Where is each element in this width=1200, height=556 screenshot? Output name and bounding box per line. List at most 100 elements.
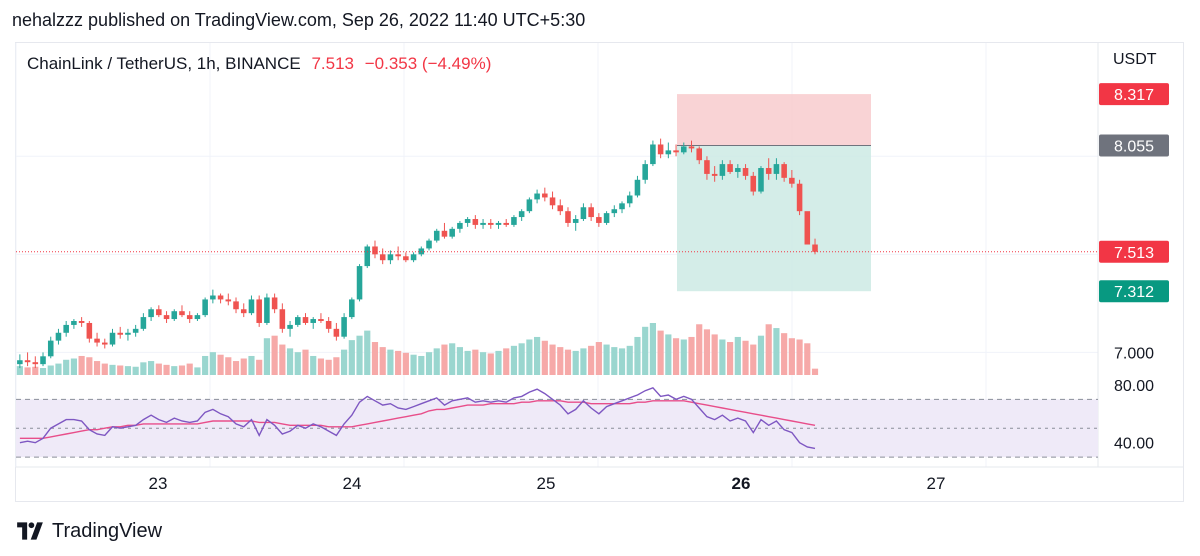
volume-bar: [132, 366, 139, 375]
position-zones[interactable]: [677, 94, 871, 292]
candle-body: [673, 150, 679, 153]
candle-body: [603, 213, 610, 223]
candle-body: [179, 311, 185, 316]
candle-body: [464, 219, 471, 223]
tradingview-logo-icon: [17, 522, 43, 540]
volume-bar: [171, 366, 178, 375]
volume-bar: [603, 344, 610, 375]
time-axis-label: 27: [927, 474, 946, 493]
volume-bar: [642, 326, 649, 375]
volume-bar: [124, 366, 132, 375]
volume-bar: [472, 349, 479, 375]
volume-bar: [788, 338, 795, 375]
candle-body: [140, 317, 147, 329]
volume-bar: [410, 354, 417, 375]
volume-bar: [734, 336, 741, 375]
candle-body: [804, 211, 811, 245]
candle-body: [132, 328, 139, 333]
price-tag-last: [1099, 240, 1169, 263]
candle-body: [588, 207, 594, 218]
candle-body: [758, 168, 764, 192]
volume-bar: [564, 349, 572, 375]
volume-bar: [750, 344, 757, 375]
price-tag-stop: [1099, 83, 1169, 106]
volume-bar: [317, 358, 325, 375]
volume-bar: [418, 355, 425, 375]
candle-body: [711, 173, 718, 176]
tradingview-brand[interactable]: TradingView: [14, 518, 162, 544]
candle-body: [163, 315, 170, 320]
volume-bar: [163, 364, 170, 375]
volume-bar: [425, 352, 433, 375]
candle-body: [765, 168, 772, 174]
candle-body: [650, 144, 656, 165]
volume-bar: [24, 367, 31, 375]
candle-body: [488, 222, 494, 225]
candle-body: [681, 146, 687, 153]
volume-bar: [495, 350, 502, 375]
candle-body: [727, 164, 733, 172]
candle-body: [295, 317, 301, 325]
candle-body: [495, 222, 502, 225]
volume-bar: [588, 345, 595, 375]
volume-bar: [286, 348, 294, 375]
volume-bar: [464, 350, 471, 375]
rsi-moving-average-line: [19, 400, 816, 439]
candle-body: [256, 299, 262, 323]
volume-bar: [194, 367, 201, 375]
volume-bar: [148, 361, 155, 375]
candle-body: [356, 266, 363, 300]
volume-bar: [209, 352, 216, 375]
volume-bar: [657, 330, 664, 375]
volume-bar: [534, 336, 541, 375]
candle-body: [148, 309, 154, 318]
candle-body: [596, 217, 602, 223]
volume-bar: [773, 328, 780, 375]
volume-bar: [541, 340, 548, 375]
candle-body: [186, 315, 193, 320]
volume-bar: [487, 353, 494, 375]
volume-bar: [441, 344, 448, 375]
volume-bar: [341, 349, 348, 375]
volume-bar: [379, 347, 386, 375]
price-tag-entry: [1099, 134, 1169, 157]
volume-bar: [518, 343, 525, 375]
volume-bar: [225, 357, 232, 375]
volume-bar: [78, 355, 85, 375]
candle-body: [812, 244, 818, 252]
time-axis-label: 25: [537, 474, 556, 493]
candle-body: [302, 317, 309, 323]
price-tag-label-target: 7.312: [1114, 284, 1154, 301]
volume-bar: [526, 339, 533, 375]
candle-body: [634, 179, 641, 196]
candle-body: [480, 222, 486, 225]
candle-body: [217, 295, 224, 300]
volume-bar: [371, 342, 379, 375]
volume-bar: [742, 340, 749, 375]
candle-body: [271, 297, 278, 310]
candle-body: [24, 360, 31, 363]
candle-body: [240, 309, 247, 314]
volume-bar: [55, 363, 62, 375]
volume-bar: [232, 361, 240, 375]
candle-body: [225, 299, 232, 302]
candle-body: [248, 299, 255, 314]
candle-body: [557, 205, 564, 212]
price-tags: 8.317 8.055 7.513 7.312: [1099, 83, 1169, 303]
candle-body: [750, 175, 757, 192]
candle-body: [310, 319, 316, 323]
volume-bar: [688, 336, 695, 375]
candle-body: [619, 203, 625, 210]
candle-body: [94, 338, 100, 343]
volume-bar: [178, 365, 186, 375]
volume-bar: [117, 365, 124, 375]
candle-body: [395, 254, 401, 257]
volume-bar: [649, 323, 656, 375]
candle-body: [457, 222, 463, 229]
candle-body: [696, 148, 702, 161]
volume-bar: [333, 357, 340, 375]
candle-body: [518, 211, 525, 218]
volume-bar: [32, 366, 39, 375]
volume-bar: [479, 352, 487, 375]
